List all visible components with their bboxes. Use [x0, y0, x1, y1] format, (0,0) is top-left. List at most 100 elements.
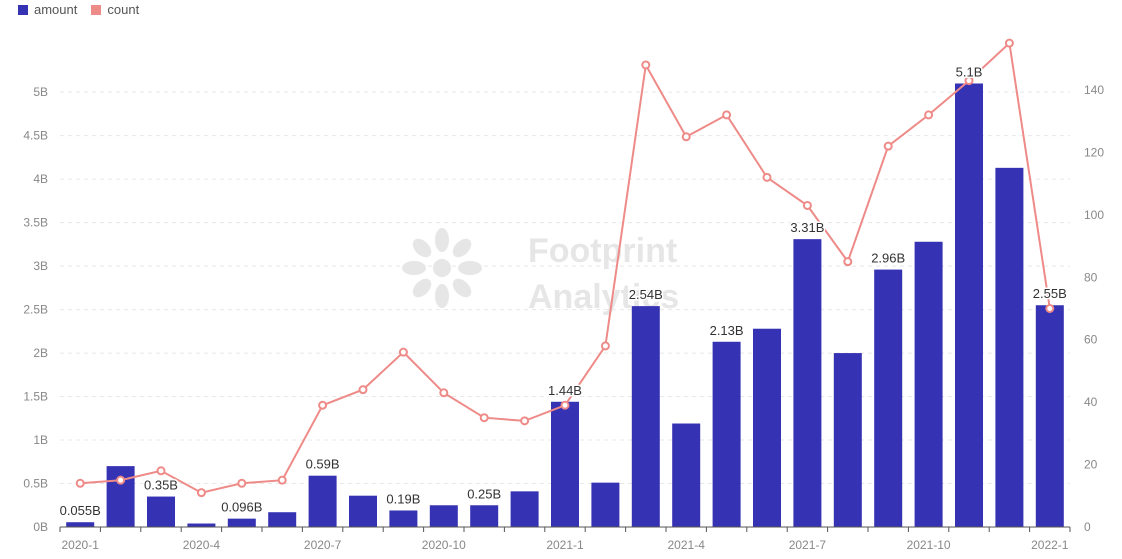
count-point [964, 76, 974, 86]
amount-data-label: 2.55B [1033, 286, 1067, 301]
amount-bar [308, 475, 337, 527]
amount-bar [227, 518, 256, 527]
legend-amount-label: amount [34, 2, 78, 17]
count-point [681, 132, 691, 142]
footprint-logo-icon [402, 228, 482, 308]
x-tick-label: 2021-1 [546, 538, 584, 552]
watermark: Footprint Analytics [402, 228, 679, 316]
amount-bar [833, 353, 862, 527]
count-point [802, 200, 812, 210]
legend-item-count[interactable]: count [91, 2, 139, 17]
amount-bars [66, 83, 1064, 528]
amount-bar [389, 510, 418, 527]
count-point [358, 385, 368, 395]
x-tick-label: 2021-4 [668, 538, 706, 552]
y-left-tick-label: 0B [33, 520, 48, 534]
amount-bar [712, 341, 741, 527]
count-point [560, 400, 570, 410]
y-right-tick-label: 0 [1084, 520, 1091, 534]
y-left-tick-label: 2.5B [23, 303, 48, 317]
amount-bar [753, 328, 781, 527]
count-point [75, 478, 85, 488]
count-point [722, 110, 732, 120]
amount-data-label: 0.35B [144, 478, 178, 493]
x-tick-label: 2020-7 [304, 538, 342, 552]
y-right-tick-label: 60 [1084, 333, 1098, 347]
count-point [762, 172, 772, 182]
amount-bar [955, 83, 983, 527]
count-line [75, 38, 1055, 498]
amount-bar [268, 512, 297, 527]
amount-bar [1035, 305, 1064, 527]
count-point [843, 257, 853, 267]
amount-data-label: 3.31B [790, 220, 824, 235]
amount-bar [672, 423, 701, 527]
y-left-tick-label: 3.5B [23, 216, 48, 230]
count-point [600, 341, 610, 351]
legend-count-label: count [107, 2, 140, 17]
amount-data-label: 0.25B [467, 486, 501, 501]
amount-bar [914, 241, 943, 527]
amount-bar [631, 306, 660, 527]
watermark-line1: Footprint [528, 232, 677, 270]
amount-data-label: 0.055B [60, 503, 101, 518]
count-point [318, 400, 328, 410]
count-point [1004, 38, 1014, 48]
amount-bar [591, 482, 620, 527]
amount-bar [793, 239, 822, 528]
amount-bar [106, 466, 135, 527]
legend-item-amount[interactable]: amount [18, 2, 77, 17]
count-point [883, 141, 893, 151]
count-point [1045, 303, 1055, 313]
y-right-tick-label: 120 [1084, 145, 1104, 159]
y-right-tick-label: 20 [1084, 458, 1098, 472]
y-left-tick-label: 1B [33, 433, 48, 447]
amount-bar [349, 495, 377, 527]
amount-data-label: 0.59B [306, 457, 340, 472]
amount-bar [187, 523, 216, 527]
amount-data-label: 2.96B [871, 251, 905, 266]
count-point [641, 60, 651, 70]
x-tick-label: 2021-7 [789, 538, 827, 552]
amount-data-label: 0.096B [221, 500, 262, 515]
amount-bar [510, 491, 539, 527]
count-point [520, 416, 530, 426]
amount-data-label: 2.54B [629, 287, 663, 302]
count-point [116, 475, 126, 485]
count-point [237, 478, 247, 488]
y-right-tick-label: 40 [1084, 395, 1098, 409]
y-right-tick-label: 140 [1084, 83, 1104, 97]
y-right-tick-label: 100 [1084, 208, 1104, 222]
amount-bar [66, 522, 95, 527]
y-left-tick-label: 1.5B [23, 390, 48, 404]
count-point [398, 347, 408, 357]
y-left-tick-label: 4.5B [23, 129, 48, 143]
amount-bar [429, 505, 458, 527]
x-tick-label: 2022-1 [1031, 538, 1069, 552]
amount-data-label: 1.44B [548, 383, 582, 398]
x-tick-label: 2021-10 [907, 538, 951, 552]
count-point [439, 388, 449, 398]
x-tick-label: 2020-1 [62, 538, 100, 552]
amount-data-label: 5.1B [956, 64, 983, 79]
x-tick-label: 2020-10 [422, 538, 466, 552]
axes: 0B 0.5B 1B 1.5B 2B 2.5B 3B 3.5B 4B 4.5B 5B 0 20 40 60 8… [23, 83, 1104, 552]
amount-data-label: 0.19B [386, 491, 420, 506]
amount-bar [995, 167, 1024, 527]
count-point [196, 488, 206, 498]
amount-bar [147, 496, 175, 527]
count-point [156, 466, 166, 476]
amount-data-label: 2.13B [710, 323, 744, 338]
amount-bar [874, 269, 903, 527]
count-swatch-icon [91, 4, 102, 15]
y-left-tick-label: 5B [33, 85, 48, 99]
amount-bar [470, 505, 499, 527]
amount-bar [551, 401, 579, 527]
data-labels: 0.055B 0.35B 0.096B 0.59B 0.19B 0.25B 1.44B 2.5… [58, 63, 1068, 520]
x-tick-label: 2020-4 [183, 538, 221, 552]
y-left-tick-label: 4B [33, 172, 48, 186]
count-point [277, 475, 287, 485]
y-left-tick-label: 0.5B [23, 477, 48, 491]
count-point [924, 110, 934, 120]
